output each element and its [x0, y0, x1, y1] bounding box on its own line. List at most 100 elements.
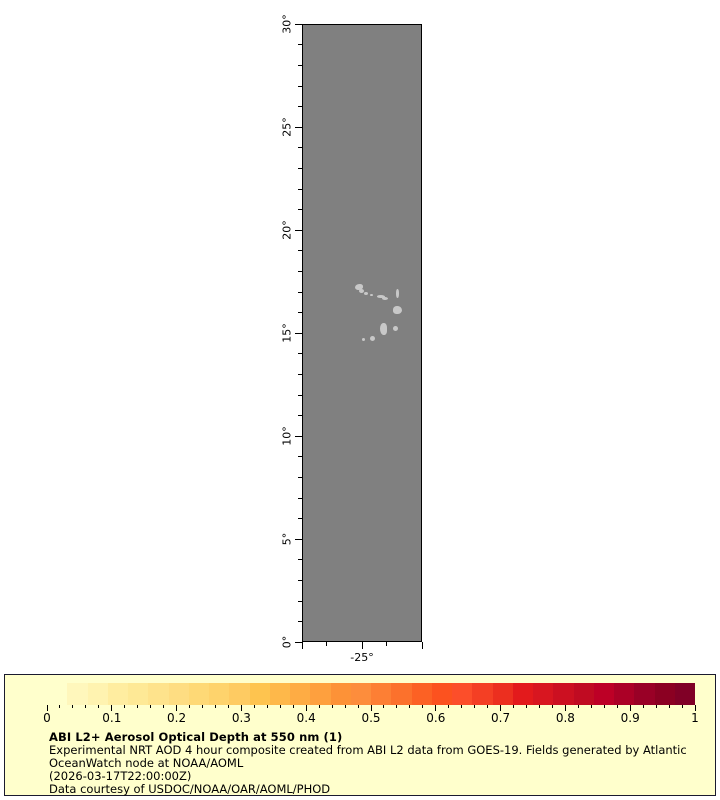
colorbar-tick-major [500, 705, 502, 711]
cape-verde-sao-nicolau [377, 295, 385, 298]
caption-timestamp: (2026-03-17T22:00:00Z) [49, 769, 192, 783]
y-tick-minor [298, 518, 302, 519]
cape-verde-maio [393, 326, 398, 331]
colorbar-band-30 [654, 683, 675, 705]
y-tick-major [295, 127, 302, 128]
colorbar-axis: 0 0.1 0.2 0.3 0.4 0.5 0.6 0.7 0.8 0.9 1 [43, 705, 699, 727]
colorbar-tick-minor [551, 705, 553, 708]
x-tick-major [422, 642, 423, 649]
colorbar-tick-major [46, 705, 48, 711]
colorbar-tick-minor [526, 705, 528, 708]
y-tick-minor [298, 189, 302, 190]
colorbar-tick-label: 0 [43, 711, 51, 725]
map-panel[interactable] [302, 24, 422, 642]
cape-verde-boa-vista [393, 306, 402, 314]
y-tick-minor [298, 106, 302, 107]
y-axis-label-text: 15° [280, 323, 293, 343]
colorbar-tick-major [370, 705, 372, 711]
colorbar-tick-minor [590, 705, 592, 708]
colorbar-tick-minor [577, 705, 579, 708]
colorbar-gradient [47, 683, 695, 705]
colorbar-tick-minor [396, 705, 398, 708]
colorbar-band-6 [168, 683, 189, 705]
colorbar-tick-minor [163, 705, 165, 708]
colorbar-band-12 [290, 683, 311, 705]
colorbar-band-8 [209, 683, 230, 705]
colorbar-band-16 [371, 683, 392, 705]
y-tick-minor [298, 374, 302, 375]
cape-verde-brava [362, 338, 365, 341]
colorbar-tick-label: 0.5 [361, 711, 381, 725]
y-axis: 30° 25° 20° 15° 10° 5° 0° [0, 0, 302, 670]
colorbar-tick-minor [214, 705, 216, 708]
colorbar-tick-major [629, 705, 631, 711]
y-tick-minor [298, 415, 302, 416]
y-tick-major [295, 230, 302, 231]
y-tick-minor [298, 621, 302, 622]
y-tick-major [295, 642, 302, 643]
colorbar-tick-label: 0.9 [620, 711, 640, 725]
y-tick-minor [298, 498, 302, 499]
y-tick-minor [298, 477, 302, 478]
cape-verde-santo-antao-tail [359, 289, 364, 293]
cape-verde-sao-nicolau-east [382, 297, 388, 300]
colorbar-band-5 [148, 683, 169, 705]
colorbar-tick-minor [318, 705, 320, 708]
colorbar-tick-minor [137, 705, 139, 708]
y-tick-minor [298, 86, 302, 87]
colorbar-tick-label: 0.4 [296, 711, 316, 725]
colorbar-band-20 [452, 683, 473, 705]
caption-block: ABI L2+ Aerosol Optical Depth at 550 nm … [49, 730, 709, 796]
colorbar-tick-major [240, 705, 242, 711]
colorbar-band-24 [533, 683, 554, 705]
y-tick-minor [298, 456, 302, 457]
colorbar-tick-label: 0.3 [231, 711, 251, 725]
colorbar-tick-minor [98, 705, 100, 708]
cape-verde-fogo [370, 336, 375, 341]
y-axis-label-20: 20° [280, 220, 300, 250]
y-axis-label-0: 0° [280, 636, 300, 655]
y-tick-minor [298, 271, 302, 272]
y-axis-label-text: 30° [280, 14, 293, 34]
y-tick-minor [298, 580, 302, 581]
colorbar-tick-minor [344, 705, 346, 708]
colorbar-tick-label: 0.2 [167, 711, 187, 725]
y-tick-major [295, 539, 302, 540]
colorbar-tick-minor [266, 705, 268, 708]
colorbar-tick-minor [357, 705, 359, 708]
y-tick-major [295, 24, 302, 25]
y-tick-minor [298, 395, 302, 396]
x-tick-major [362, 642, 363, 649]
colorbar-band-23 [512, 683, 533, 705]
y-tick-minor [298, 292, 302, 293]
colorbar[interactable] [47, 683, 695, 705]
colorbar-tick-minor [487, 705, 489, 708]
colorbar-band-29 [634, 683, 655, 705]
x-tick-minor [326, 642, 327, 646]
colorbar-tick-major [176, 705, 178, 711]
colorbar-tick-minor [422, 705, 424, 708]
colorbar-tick-minor [124, 705, 126, 708]
y-axis-label-5: 5° [280, 533, 300, 552]
y-tick-minor [298, 250, 302, 251]
colorbar-band-10 [249, 683, 270, 705]
colorbar-band-9 [229, 683, 250, 705]
y-tick-minor [298, 65, 302, 66]
colorbar-title: ABI L2+ Aerosol Optical Depth at 550 nm … [49, 730, 343, 744]
colorbar-tick-minor [513, 705, 515, 708]
y-tick-minor [298, 312, 302, 313]
colorbar-tick-minor [202, 705, 204, 708]
colorbar-band-17 [391, 683, 412, 705]
colorbar-tick-minor [85, 705, 87, 708]
colorbar-band-15 [350, 683, 371, 705]
colorbar-tick-minor [279, 705, 281, 708]
y-axis-label-25: 25° [280, 117, 300, 147]
y-tick-minor [298, 353, 302, 354]
colorbar-band-4 [128, 683, 149, 705]
x-axis-label: -25° [350, 651, 374, 664]
cape-verde-sal [396, 289, 399, 298]
cape-verde-santa-luzia [370, 294, 373, 296]
colorbar-tick-minor [616, 705, 618, 708]
colorbar-band-19 [431, 683, 452, 705]
colorbar-band-27 [593, 683, 614, 705]
